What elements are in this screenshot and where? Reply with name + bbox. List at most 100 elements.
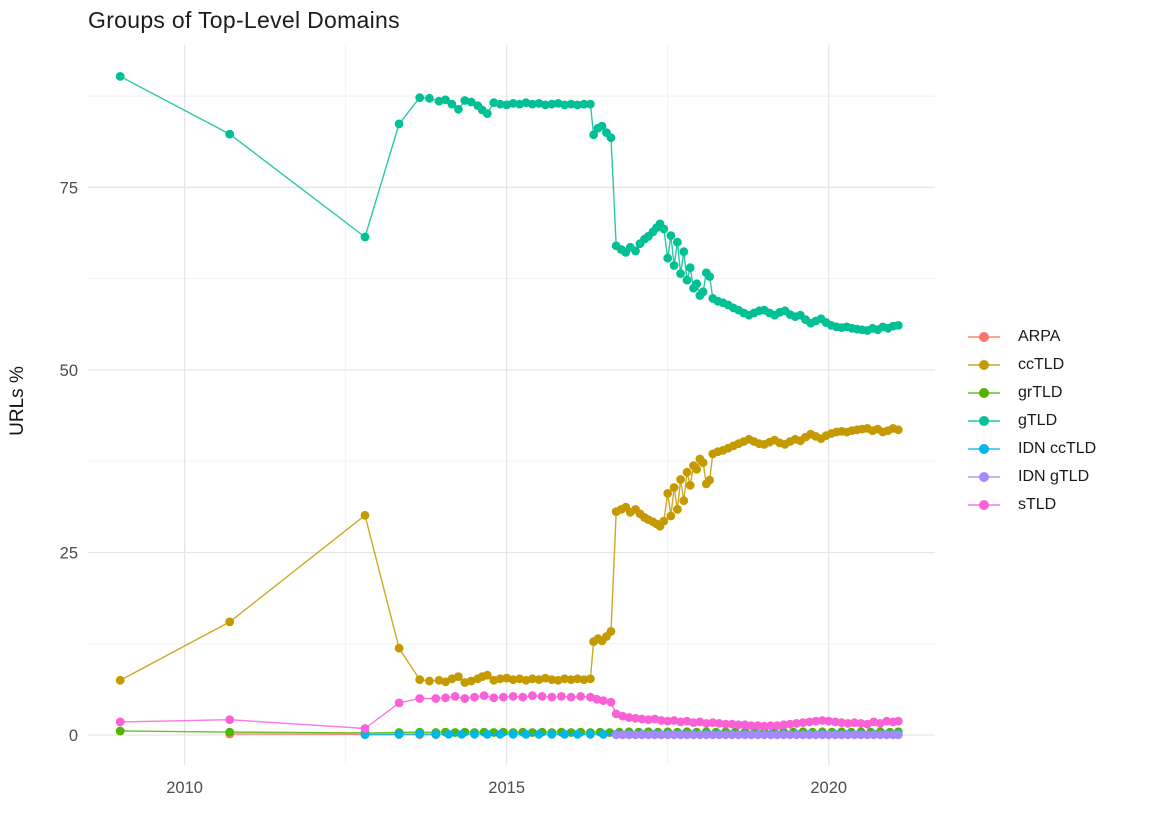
data-point bbox=[457, 729, 466, 739]
data-point bbox=[597, 121, 607, 131]
data-point bbox=[663, 489, 673, 498]
data-point bbox=[811, 716, 821, 726]
data-point bbox=[666, 231, 676, 241]
data-point bbox=[518, 692, 528, 702]
data-point bbox=[701, 730, 711, 740]
data-point bbox=[606, 697, 616, 707]
data-point bbox=[740, 730, 750, 740]
series-idn-gtld bbox=[611, 730, 903, 740]
data-point bbox=[360, 510, 370, 520]
data-point bbox=[547, 729, 557, 739]
y-tick-label: 25 bbox=[60, 545, 78, 563]
data-point bbox=[740, 720, 750, 730]
data-point bbox=[893, 321, 903, 330]
data-point bbox=[685, 480, 695, 490]
data-point bbox=[772, 721, 782, 730]
data-point bbox=[624, 730, 634, 740]
data-point bbox=[663, 716, 673, 726]
data-point bbox=[508, 675, 518, 684]
data-point bbox=[850, 718, 859, 727]
data-point bbox=[631, 246, 640, 256]
data-point bbox=[669, 483, 679, 492]
data-point bbox=[447, 99, 457, 109]
data-point bbox=[753, 730, 763, 740]
data-point bbox=[766, 730, 776, 740]
data-point bbox=[225, 727, 235, 737]
data-point bbox=[415, 675, 425, 684]
data-point bbox=[508, 729, 518, 739]
x-tick-label: 2020 bbox=[810, 779, 847, 797]
data-point bbox=[540, 100, 550, 110]
data-point bbox=[586, 99, 595, 109]
data-point bbox=[115, 675, 125, 685]
data-point bbox=[698, 458, 708, 468]
data-point bbox=[470, 729, 479, 739]
data-point bbox=[482, 729, 492, 739]
data-point bbox=[528, 691, 537, 700]
data-point bbox=[792, 719, 801, 728]
legend-item-arpa: ARPA bbox=[968, 328, 1096, 346]
data-point bbox=[869, 730, 879, 740]
data-point bbox=[721, 730, 731, 740]
data-point bbox=[805, 730, 814, 740]
data-point bbox=[441, 95, 450, 105]
data-point bbox=[566, 99, 576, 109]
series-line-gtld bbox=[119, 75, 899, 332]
data-point bbox=[659, 516, 669, 526]
x-axis-tick-labels: 2010 2015 2020 bbox=[166, 779, 847, 797]
data-point bbox=[495, 729, 505, 739]
data-point bbox=[470, 692, 479, 702]
data-point bbox=[856, 730, 866, 740]
data-point bbox=[573, 729, 582, 739]
data-point bbox=[679, 247, 689, 257]
data-point bbox=[689, 730, 698, 740]
data-point bbox=[817, 730, 827, 740]
data-point bbox=[705, 272, 714, 281]
data-point bbox=[785, 719, 795, 729]
data-point bbox=[830, 717, 840, 727]
data-point bbox=[779, 720, 788, 730]
data-point bbox=[586, 729, 595, 739]
data-point bbox=[714, 730, 724, 740]
data-point bbox=[714, 719, 724, 728]
data-point bbox=[676, 730, 685, 740]
data-point bbox=[830, 730, 840, 740]
data-point bbox=[482, 670, 492, 680]
y-tick-label: 50 bbox=[60, 362, 78, 380]
data-point bbox=[425, 676, 434, 686]
data-point bbox=[394, 119, 404, 129]
data-point bbox=[837, 730, 846, 740]
legend-item-idn-cctld: IDN ccTLD bbox=[968, 440, 1096, 458]
data-point bbox=[425, 93, 434, 103]
data-point bbox=[685, 263, 695, 273]
data-point bbox=[479, 691, 489, 700]
data-point bbox=[466, 97, 476, 107]
series-stld bbox=[115, 691, 903, 733]
data-point bbox=[360, 232, 370, 242]
data-point bbox=[360, 724, 370, 733]
legend-key-icon bbox=[968, 440, 1000, 458]
data-point bbox=[454, 104, 463, 114]
data-point bbox=[843, 719, 853, 728]
data-point bbox=[708, 718, 718, 727]
legend-label: ccTLD bbox=[1018, 356, 1065, 373]
data-point bbox=[528, 674, 537, 684]
data-point bbox=[547, 675, 557, 684]
data-point bbox=[811, 730, 821, 740]
legend-item-stld: sTLD bbox=[968, 496, 1096, 514]
data-point bbox=[676, 269, 685, 278]
data-point bbox=[495, 99, 505, 109]
data-point bbox=[863, 730, 872, 740]
data-point bbox=[893, 425, 903, 435]
data-point bbox=[579, 99, 589, 109]
minor-gridlines bbox=[88, 45, 935, 765]
chart-title: Groups of Top-Level Domains bbox=[88, 7, 400, 33]
data-point bbox=[560, 729, 569, 739]
data-point bbox=[682, 730, 692, 740]
legend-item-grtld: grTLD bbox=[968, 384, 1096, 402]
data-point bbox=[824, 730, 834, 740]
data-point bbox=[611, 730, 621, 740]
data-point bbox=[805, 717, 814, 727]
data-point bbox=[534, 729, 544, 739]
data-point bbox=[576, 692, 586, 701]
